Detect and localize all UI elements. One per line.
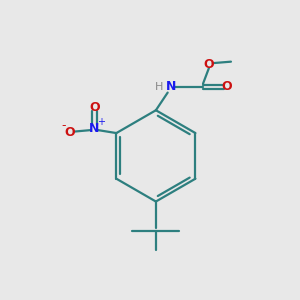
Text: -: - (61, 119, 66, 132)
Text: O: O (65, 126, 75, 139)
Text: O: O (89, 101, 100, 114)
Text: H: H (155, 82, 164, 92)
Text: O: O (222, 80, 232, 93)
Text: N: N (89, 122, 100, 135)
Text: O: O (204, 58, 214, 71)
Text: +: + (97, 117, 105, 127)
Text: N: N (165, 80, 176, 93)
